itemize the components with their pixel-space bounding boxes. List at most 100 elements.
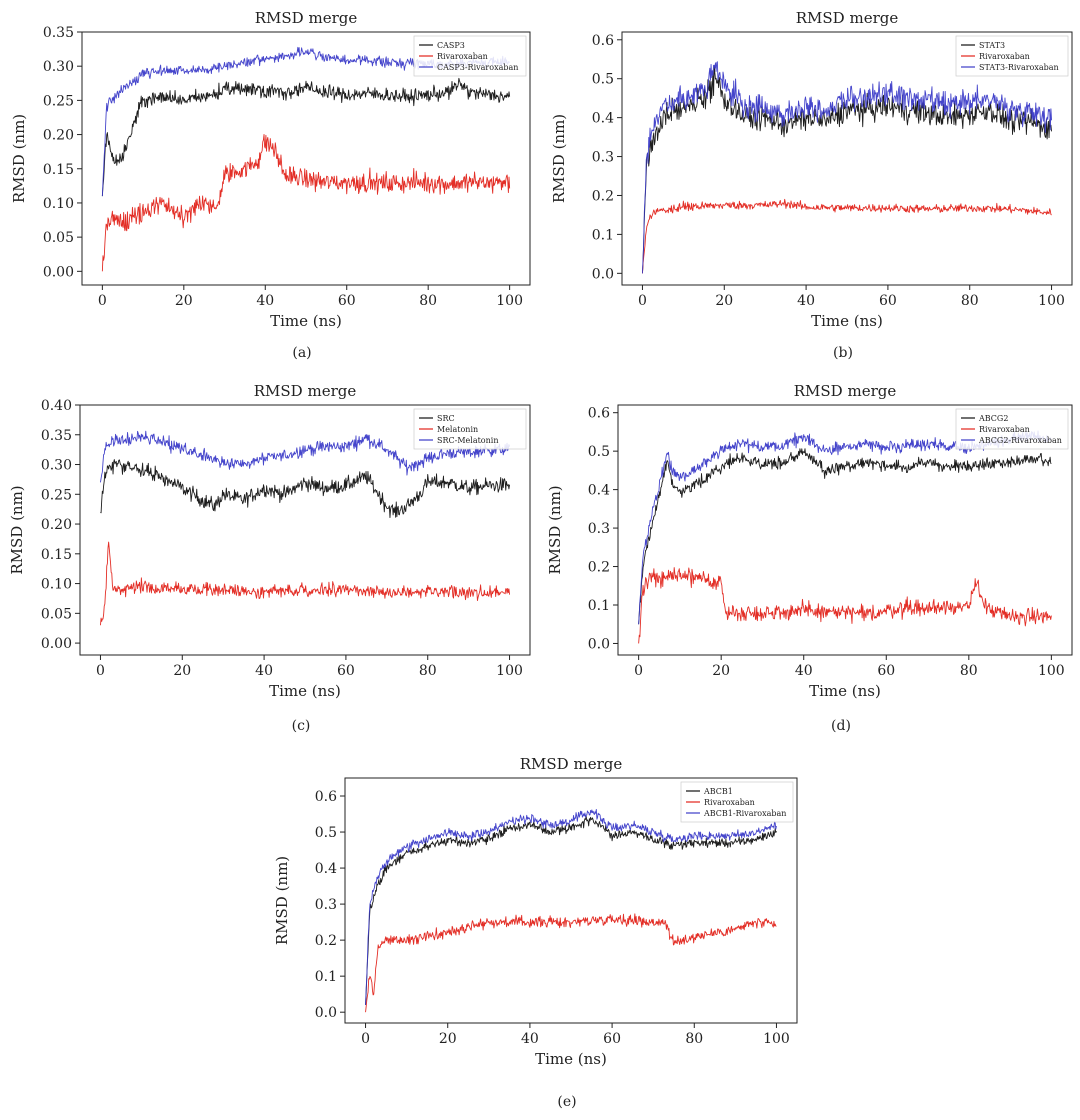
series-line-melatonin: [100, 541, 510, 626]
series-group: [642, 61, 1052, 274]
chart-panel-c: RMSD merge 0 20 40 60 80 100 0.00 0.05 0.10 0.15 0.…: [8, 382, 531, 734]
chart-title: RMSD merge: [796, 9, 899, 27]
x-tick-label: 0: [361, 1031, 370, 1047]
x-tick-label: 60: [337, 663, 355, 679]
x-tick-label: 100: [763, 1031, 790, 1047]
y-tick-label: 0.10: [41, 577, 72, 593]
x-tick-label: 100: [496, 663, 523, 679]
x-tick-label: 20: [715, 293, 733, 309]
legend-label: CASP3-Rivaroxaban: [437, 63, 518, 72]
series-group: [100, 430, 510, 626]
plot-frame: [617, 404, 1073, 656]
y-tick-label: 0.6: [315, 789, 337, 805]
x-axis-label: Time (ns): [270, 312, 342, 330]
legend-label: SRC-Melatonin: [437, 436, 498, 445]
y-tick-label: 0.30: [41, 458, 72, 474]
panel-label: (d): [831, 718, 851, 734]
y-axis-label: RMSD (nm): [550, 114, 568, 203]
y-tick-label: 0.20: [43, 128, 74, 144]
x-tick-label: 100: [1038, 293, 1065, 309]
chart-panel-a: RMSD merge 0 20 40 60 80 100 0.00 0.05 0.10 0.15 0.…: [10, 9, 531, 361]
y-tick-label: 0.3: [592, 150, 614, 166]
series-line-abcg2-rivaroxaban: [638, 430, 1052, 625]
legend-label: Rivaroxaban: [437, 52, 488, 61]
y-tick-label: 0.6: [592, 33, 614, 49]
x-tick-label: 40: [255, 663, 273, 679]
y-tick-label: 0.15: [41, 547, 72, 563]
x-axis-label: Time (ns): [811, 312, 883, 330]
y-tick-label: 0.0: [588, 636, 610, 652]
x-tick-label: 20: [173, 663, 191, 679]
y-tick-label: 0.3: [588, 521, 610, 537]
panel-label: (b): [833, 345, 853, 361]
legend-label: Melatonin: [437, 425, 478, 434]
y-tick-label: 0.25: [43, 93, 74, 109]
y-tick-label: 0.0: [315, 1005, 337, 1021]
x-tick-label: 0: [634, 663, 643, 679]
series-line-abcb1: [365, 815, 777, 1006]
legend: CASP3 Rivaroxaban CASP3-Rivaroxaban: [413, 35, 527, 77]
x-tick-label: 60: [603, 1031, 621, 1047]
x-axis-label: Time (ns): [535, 1050, 607, 1068]
y-tick-label: 0.40: [41, 398, 72, 414]
y-tick-label: 0.05: [41, 606, 72, 622]
y-tick-label: 0.5: [315, 825, 337, 841]
legend: ABCG2 Rivaroxaban ABCG2-Rivaroxaban: [955, 408, 1069, 450]
legend-label: Rivaroxaban: [704, 798, 755, 807]
y-tick-label: 0.00: [41, 636, 72, 652]
legend: SRC Melatonin SRC-Melatonin: [413, 408, 527, 450]
y-tick-label: 0.6: [588, 406, 610, 422]
y-axis-label: RMSD (nm): [10, 114, 28, 203]
chart-panel-e: RMSD merge 0 20 40 60 80 100 0.0 0.1 0.2 0.3 0.4 0.5…: [273, 755, 798, 1110]
legend-label: Rivaroxaban: [979, 52, 1030, 61]
series-line-rivaroxaban: [365, 913, 777, 1013]
x-tick-label: 60: [338, 293, 356, 309]
x-tick-label: 40: [795, 663, 813, 679]
x-tick-label: 40: [797, 293, 815, 309]
x-tick-label: 20: [712, 663, 730, 679]
y-axis-label: RMSD (nm): [546, 485, 564, 574]
y-tick-label: 0.30: [43, 59, 74, 75]
y-tick-label: 0.35: [43, 25, 74, 41]
y-tick-label: 0.10: [43, 196, 74, 212]
y-tick-label: 0.4: [315, 861, 337, 877]
y-tick-label: 0.05: [43, 230, 74, 246]
plot-frame: [344, 777, 798, 1024]
y-tick-label: 0.5: [592, 72, 614, 88]
y-tick-label: 0.4: [592, 111, 614, 127]
plot-frame: [79, 404, 531, 656]
x-tick-label: 60: [877, 663, 895, 679]
legend: ABCB1 Rivaroxaban ABCB1-Rivaroxaban: [680, 781, 794, 823]
y-tick-label: 0.15: [43, 162, 74, 178]
y-tick-label: 0.3: [315, 897, 337, 913]
x-tick-label: 0: [98, 293, 107, 309]
chart-panel-d: RMSD merge 0 20 40 60 80 100 0.0 0.1 0.2 0.3 0.4 0.5…: [546, 382, 1073, 734]
x-tick-label: 40: [256, 293, 274, 309]
x-tick-label: 100: [496, 293, 523, 309]
chart-title: RMSD merge: [794, 382, 897, 400]
y-tick-label: 0.20: [41, 517, 72, 533]
y-tick-label: 0.5: [588, 444, 610, 460]
legend-label: ABCB1-Rivaroxaban: [703, 809, 786, 818]
series-group: [365, 808, 777, 1013]
legend-label: CASP3: [437, 41, 465, 50]
legend-label: Rivaroxaban: [979, 425, 1030, 434]
x-axis-label: Time (ns): [269, 682, 341, 700]
x-tick-label: 100: [1038, 663, 1065, 679]
series-line-stat3: [642, 65, 1052, 274]
series-line-abcb1-rivaroxaban: [365, 808, 777, 1006]
legend-label: ABCG2-Rivaroxaban: [978, 436, 1062, 445]
y-axis-label: RMSD (nm): [8, 485, 26, 574]
x-tick-label: 80: [961, 293, 979, 309]
x-tick-label: 80: [419, 663, 437, 679]
chart-title: RMSD merge: [255, 9, 358, 27]
y-tick-label: 0.1: [592, 227, 614, 243]
y-tick-label: 0.4: [588, 483, 610, 499]
panel-label: (e): [557, 1094, 576, 1110]
y-tick-label: 0.1: [315, 969, 337, 985]
series-group: [638, 430, 1052, 644]
y-tick-label: 0.0: [592, 266, 614, 282]
y-tick-label: 0.00: [43, 264, 74, 280]
y-tick-label: 0.2: [315, 933, 337, 949]
